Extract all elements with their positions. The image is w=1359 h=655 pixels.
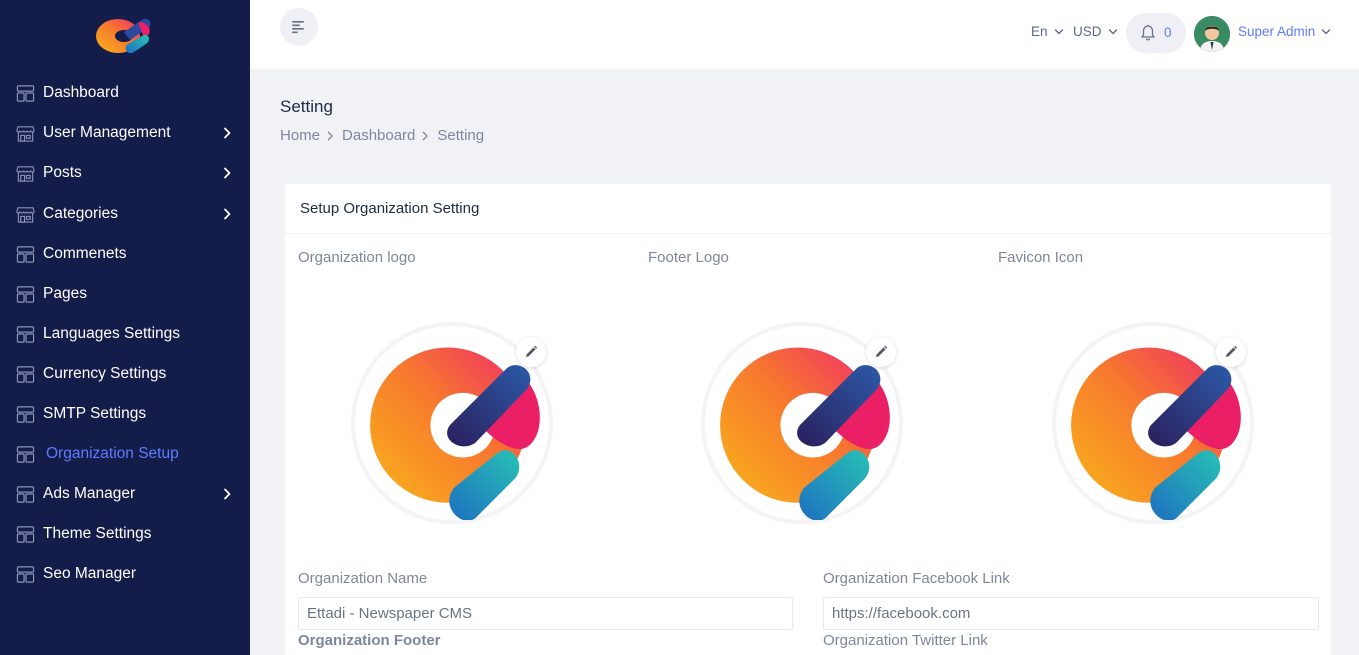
sidebar-item-smtp-settings[interactable]: SMTP Settings <box>0 396 250 432</box>
layout-icon <box>16 245 35 264</box>
sidebar-item-label: Organization Setup <box>46 445 179 462</box>
sidebar-item-commenets[interactable]: Commenets <box>0 236 250 272</box>
store-icon <box>16 164 35 183</box>
sidebar-item-ads-manager[interactable]: Ads Manager <box>0 476 250 512</box>
layout-icon <box>16 285 35 304</box>
language-value: En <box>1031 24 1048 39</box>
pencil-icon <box>524 345 538 359</box>
sidebar-item-theme-settings[interactable]: Theme Settings <box>0 516 250 552</box>
organization-name-input[interactable] <box>298 597 793 630</box>
layout-icon <box>16 485 35 504</box>
edit-favicon-button[interactable] <box>1216 337 1246 367</box>
sidebar-item-seo-manager[interactable]: Seo Manager <box>0 556 250 592</box>
notification-count: 0 <box>1164 25 1172 40</box>
pencil-icon <box>874 345 888 359</box>
footer-logo-label: Footer Logo <box>648 249 729 266</box>
avatar[interactable] <box>1194 16 1230 52</box>
sidebar-item-currency-settings[interactable]: Currency Settings <box>0 356 250 392</box>
sidebar-item-label: Commenets <box>43 245 127 262</box>
brand-logo[interactable] <box>94 12 154 56</box>
notifications-button[interactable]: 0 <box>1126 13 1186 53</box>
sidebar-item-dashboard[interactable]: Dashboard <box>0 75 250 111</box>
chevron-right-icon <box>220 487 234 501</box>
edit-footer-logo-button[interactable] <box>866 337 896 367</box>
layout-icon <box>16 365 35 384</box>
edit-organization-logo-button[interactable] <box>516 337 546 367</box>
sidebar-item-languages-settings[interactable]: Languages Settings <box>0 316 250 352</box>
menu-toggle-button[interactable] <box>280 8 318 46</box>
sidebar-item-organization-setup[interactable]: Organization Setup <box>0 436 250 472</box>
chevron-right-icon <box>422 131 429 140</box>
layout-icon <box>16 405 35 424</box>
store-icon <box>16 124 35 143</box>
organization-footer-label: Organization Footer <box>298 632 441 649</box>
sidebar-item-user-management[interactable]: User Management <box>0 115 250 151</box>
sidebar-item-label: Ads Manager <box>43 485 136 502</box>
chevron-right-icon <box>220 126 234 140</box>
sidebar-item-label: SMTP Settings <box>43 405 147 422</box>
pencil-icon <box>1224 345 1238 359</box>
breadcrumb: Home Dashboard Setting <box>280 127 484 144</box>
sidebar-item-label: Theme Settings <box>43 525 152 542</box>
organization-settings-card: Setup Organization Setting Organization … <box>285 184 1331 655</box>
chevron-right-icon <box>220 166 234 180</box>
layout-icon <box>16 325 35 344</box>
chevron-right-icon <box>327 131 333 140</box>
card-header: Setup Organization Setting <box>285 184 1331 234</box>
facebook-link-input[interactable] <box>823 597 1319 630</box>
sidebar-item-label: Languages Settings <box>43 325 181 342</box>
sidebar-item-posts[interactable]: Posts <box>0 155 250 191</box>
favicon-icon-label: Favicon Icon <box>998 249 1084 266</box>
chevron-down-icon <box>1108 27 1118 37</box>
layout-icon <box>16 525 35 544</box>
sidebar-item-label: Categories <box>43 205 118 222</box>
sidebar-item-label: User Management <box>43 124 171 141</box>
brand-logo-icon <box>96 18 151 54</box>
chevron-right-icon <box>220 207 234 221</box>
breadcrumb-dashboard[interactable]: Dashboard <box>342 127 416 144</box>
layout-icon <box>16 565 35 584</box>
layout-icon <box>16 84 35 103</box>
language-selector[interactable]: En <box>1031 24 1064 39</box>
sidebar-item-categories[interactable]: Categories <box>0 196 250 232</box>
chevron-down-icon <box>1054 27 1064 37</box>
layout-icon <box>16 445 35 464</box>
sidebar: Dashboard User Management Posts Categori… <box>0 0 250 655</box>
sidebar-item-label: Currency Settings <box>43 365 167 382</box>
organization-name-label: Organization Name <box>298 570 428 587</box>
facebook-link-label: Organization Facebook Link <box>823 570 1010 587</box>
breadcrumb-current: Setting <box>437 127 485 144</box>
chevron-down-icon <box>1321 27 1331 37</box>
page-title: Setting <box>280 97 333 116</box>
user-avatar-icon <box>1194 16 1230 52</box>
user-name: Super Admin <box>1238 24 1316 39</box>
bell-icon <box>1141 24 1155 41</box>
card-title: Setup Organization Setting <box>300 200 480 217</box>
sidebar-item-label: Pages <box>43 285 87 302</box>
twitter-link-label: Organization Twitter Link <box>823 632 988 649</box>
breadcrumb-home[interactable]: Home <box>280 127 321 144</box>
menu-lines-icon <box>292 21 304 34</box>
sidebar-item-label: Dashboard <box>43 84 119 101</box>
currency-selector[interactable]: USD <box>1073 24 1118 39</box>
topbar: En USD 0 Super Admin <box>250 0 1359 69</box>
user-menu[interactable]: Super Admin <box>1238 24 1331 39</box>
currency-value: USD <box>1073 24 1102 39</box>
sidebar-item-label: Seo Manager <box>43 565 137 582</box>
sidebar-item-pages[interactable]: Pages <box>0 276 250 312</box>
store-icon <box>16 205 35 224</box>
sidebar-item-label: Posts <box>43 164 82 181</box>
organization-logo-label: Organization logo <box>298 249 416 266</box>
